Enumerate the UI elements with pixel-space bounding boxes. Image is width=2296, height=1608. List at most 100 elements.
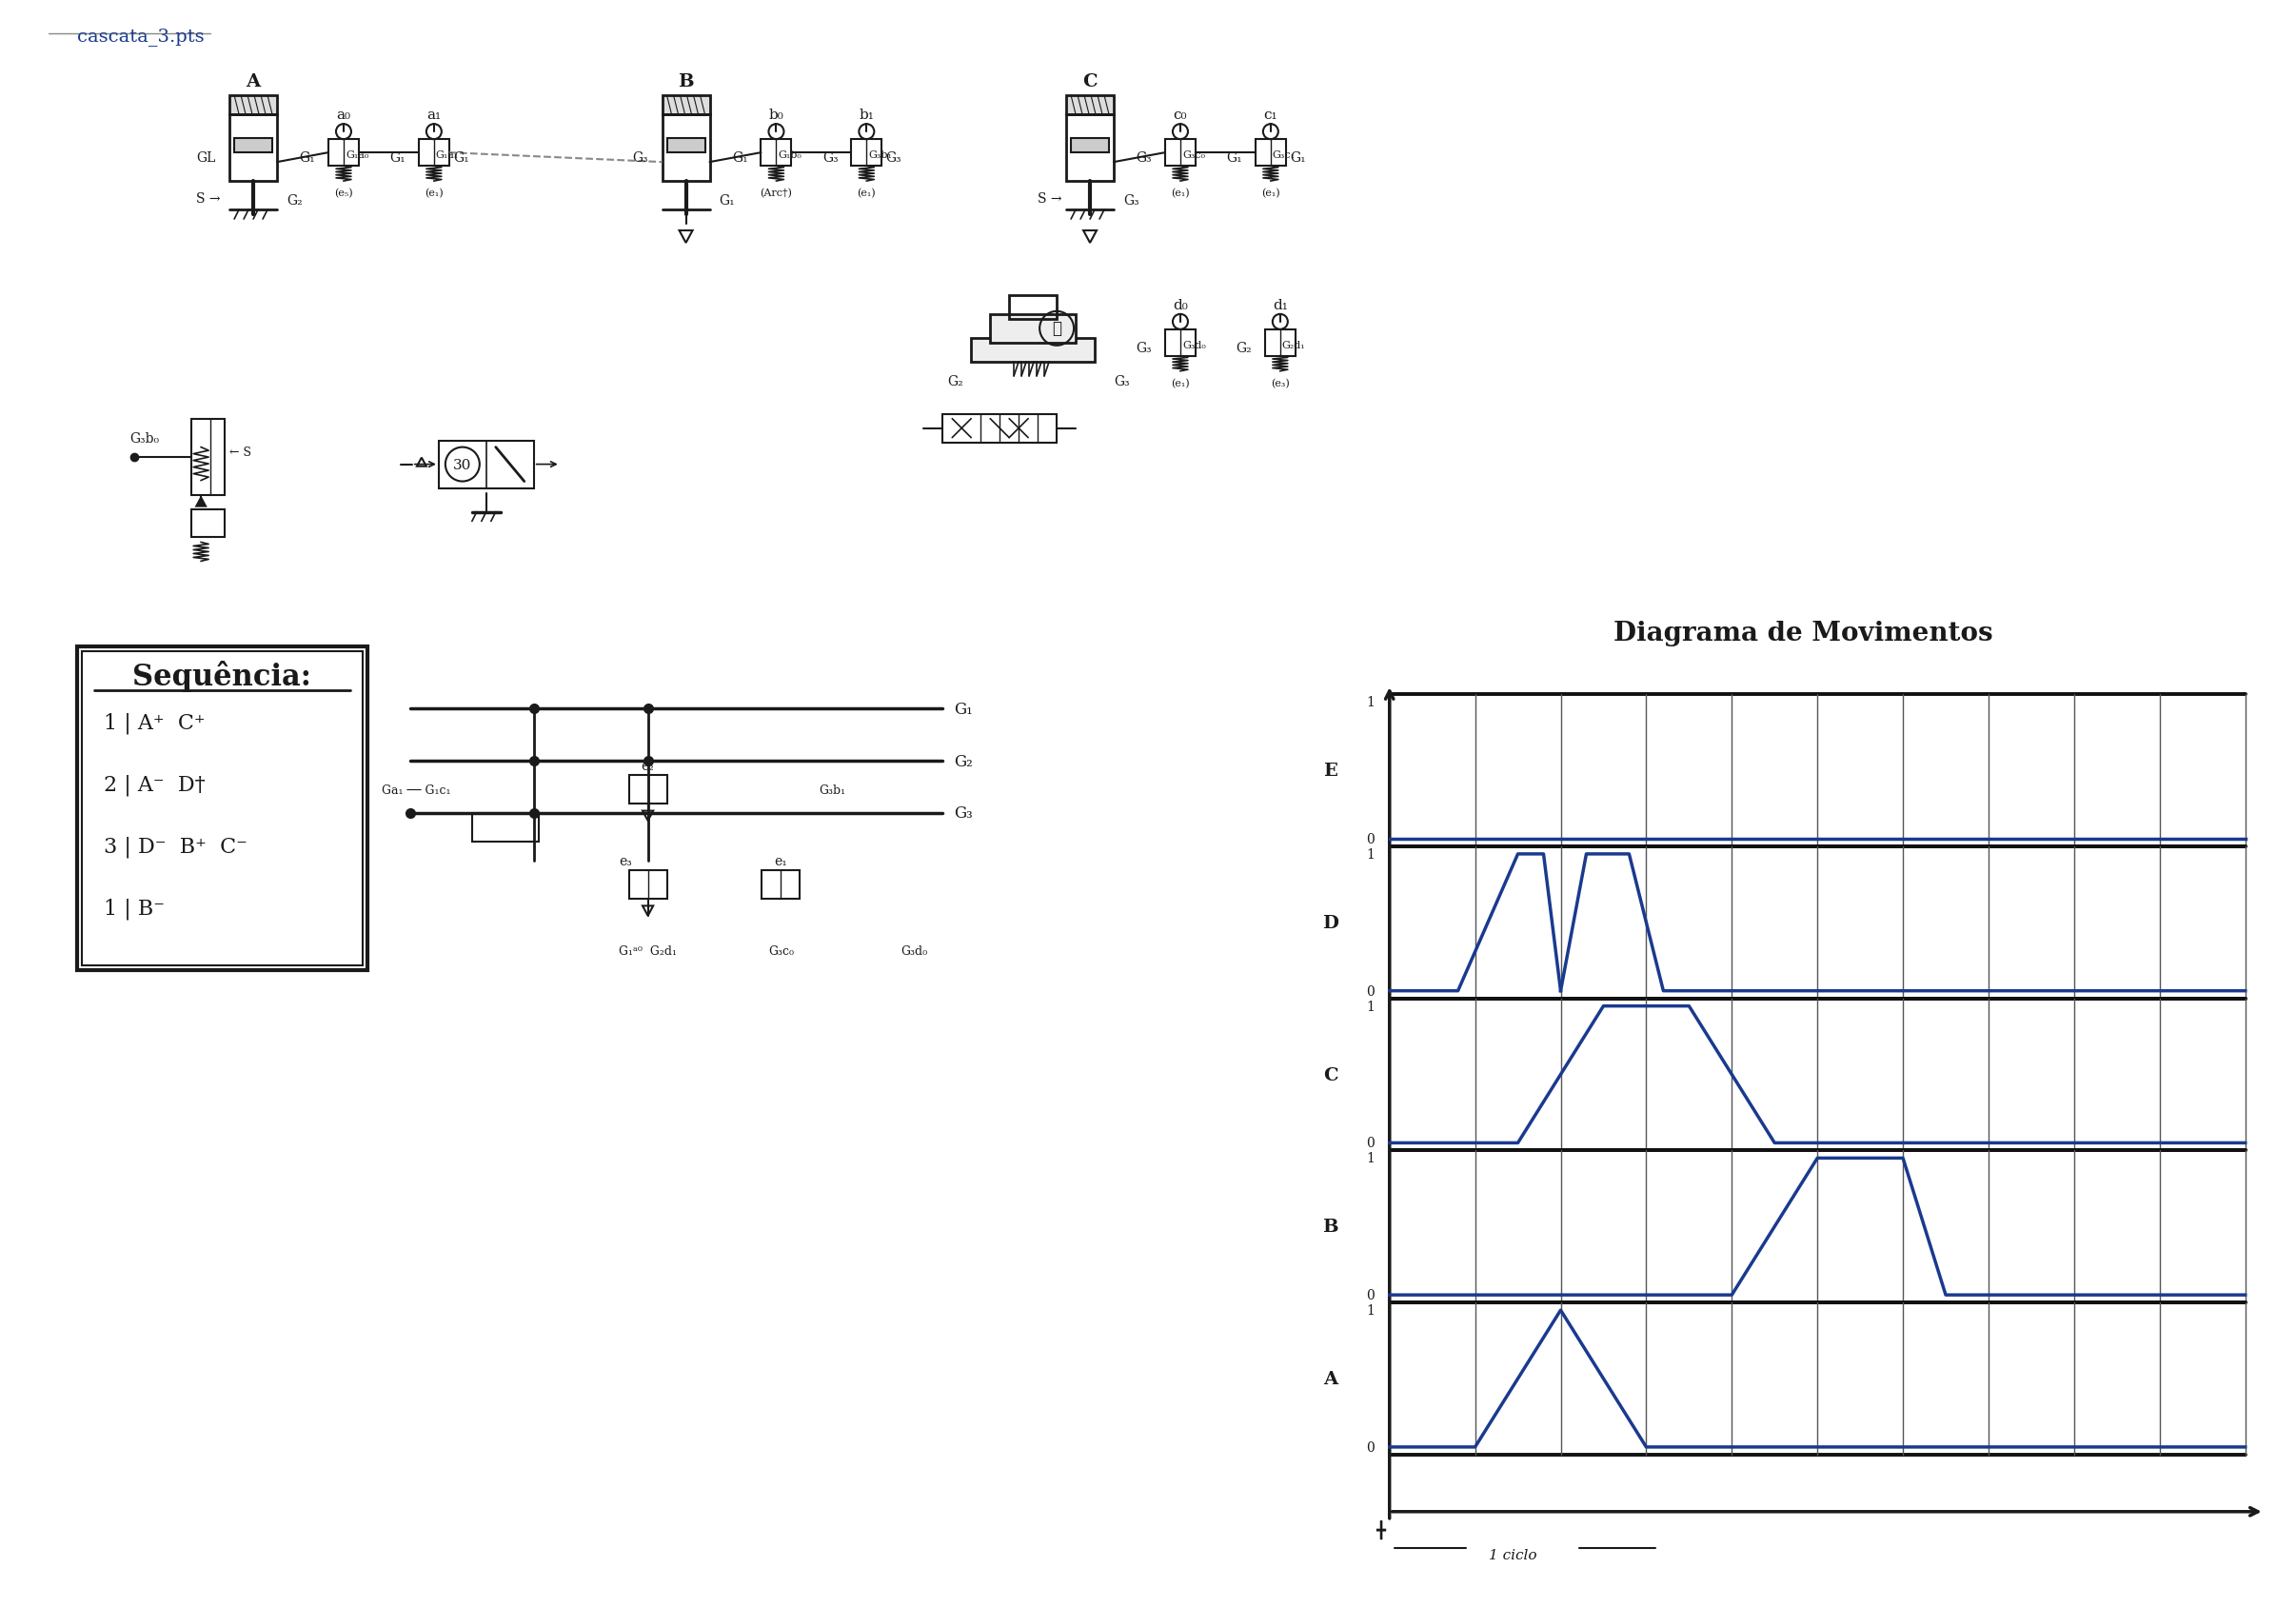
Text: G₁: G₁ — [732, 151, 748, 164]
Bar — [1065, 116, 1114, 182]
Text: G₁: G₁ — [390, 151, 406, 164]
Bar — [666, 138, 705, 153]
Bar — [1256, 140, 1286, 167]
Text: G₃: G₃ — [1123, 195, 1139, 207]
Text: G₃b₁: G₃b₁ — [820, 783, 845, 796]
Text: (e₁): (e₁) — [856, 188, 875, 198]
Text: 1: 1 — [1366, 1304, 1375, 1317]
Text: 0: 0 — [1366, 984, 1375, 999]
Text: 30: 30 — [452, 458, 471, 471]
Text: D: D — [1322, 915, 1339, 931]
Text: G₁b₀: G₁b₀ — [778, 151, 801, 159]
Bar — [990, 315, 1077, 343]
Bar — [1065, 96, 1114, 116]
Bar — [760, 140, 792, 167]
Text: G₃c₀: G₃c₀ — [1182, 151, 1205, 159]
Text: G₃c₁: G₃c₁ — [1272, 151, 1295, 159]
Text: 1: 1 — [1366, 696, 1375, 709]
Text: d₀: d₀ — [1173, 299, 1187, 312]
Text: G₃c₀: G₃c₀ — [769, 946, 794, 957]
Text: C: C — [1322, 1066, 1339, 1084]
Text: G₂d₁: G₂d₁ — [1281, 341, 1306, 351]
Bar — [439, 441, 533, 489]
Text: ← S: ← S — [230, 447, 250, 458]
Text: GL: GL — [195, 151, 216, 164]
Text: A: A — [246, 74, 259, 90]
Text: G₃: G₃ — [886, 151, 902, 164]
Text: G₂: G₂ — [955, 753, 974, 769]
Text: G₁: G₁ — [298, 151, 315, 164]
Text: 1: 1 — [1366, 847, 1375, 860]
Text: Sequência:: Sequência: — [133, 659, 312, 691]
Bar — [1164, 140, 1196, 167]
Text: B: B — [677, 74, 693, 90]
Text: 0: 0 — [1366, 1137, 1375, 1150]
Bar — [473, 814, 540, 843]
Text: (Arc†): (Arc†) — [760, 188, 792, 198]
Text: G₁: G₁ — [1226, 151, 1242, 164]
Bar — [1265, 330, 1295, 357]
Text: (e₃): (e₃) — [1270, 378, 1290, 388]
Bar — [852, 140, 882, 167]
Bar — [418, 140, 450, 167]
Bar — [1164, 330, 1196, 357]
Bar — [78, 648, 367, 970]
Text: G₁: G₁ — [955, 701, 974, 717]
Text: G₁a₁: G₁a₁ — [436, 151, 459, 159]
Text: (e₁): (e₁) — [1261, 188, 1279, 198]
Text: e₁: e₁ — [774, 854, 788, 868]
Text: G₁: G₁ — [719, 195, 735, 207]
Text: G₁a₀: G₁a₀ — [344, 151, 370, 159]
Text: 1 ciclo: 1 ciclo — [1490, 1549, 1536, 1561]
Text: G₃d₀: G₃d₀ — [1182, 341, 1205, 351]
Bar — [629, 775, 666, 804]
Text: 3 | D⁻  B⁺  C⁻: 3 | D⁻ B⁺ C⁻ — [103, 836, 248, 857]
Text: S →: S → — [1038, 193, 1063, 206]
Text: b₁: b₁ — [859, 109, 875, 122]
Text: G₃: G₃ — [631, 151, 647, 164]
Bar — [191, 420, 225, 495]
Text: c₁: c₁ — [1263, 109, 1277, 122]
Text: 1 | B⁻: 1 | B⁻ — [103, 897, 165, 920]
Polygon shape — [197, 498, 207, 507]
Text: B: B — [1322, 1219, 1339, 1235]
Text: S →: S → — [195, 193, 220, 206]
Text: 1: 1 — [1366, 1151, 1375, 1164]
Bar — [629, 870, 666, 899]
Text: (e₅): (e₅) — [335, 188, 354, 198]
Text: cascata_3.pts: cascata_3.pts — [78, 27, 204, 47]
Text: 2 | A⁻  D†: 2 | A⁻ D† — [103, 775, 207, 796]
Bar — [762, 870, 799, 899]
Text: b₀: b₀ — [769, 109, 783, 122]
Text: e₂: e₂ — [641, 759, 654, 773]
Text: c₀: c₀ — [1173, 109, 1187, 122]
Text: G₂: G₂ — [287, 195, 303, 207]
Text: (e₁): (e₁) — [425, 188, 443, 198]
Text: ╋: ╋ — [1375, 1520, 1384, 1539]
Text: G₂: G₂ — [948, 375, 964, 388]
Text: d₁: d₁ — [1272, 299, 1288, 312]
Text: G₃d₀: G₃d₀ — [900, 946, 928, 957]
Bar — [944, 415, 1056, 444]
Text: A: A — [1322, 1370, 1339, 1388]
Text: G₃: G₃ — [955, 806, 974, 822]
Bar — [230, 116, 278, 182]
Bar — [1070, 138, 1109, 153]
Bar — [971, 339, 1095, 362]
Bar — [1010, 296, 1056, 320]
Text: Diagrama de Movimentos: Diagrama de Movimentos — [1614, 621, 1993, 646]
Text: 1: 1 — [1366, 1000, 1375, 1013]
Text: G₂: G₂ — [1235, 341, 1251, 355]
Bar — [328, 140, 358, 167]
Text: 1 | A⁺  C⁺: 1 | A⁺ C⁺ — [103, 712, 207, 733]
Text: 0: 0 — [1366, 1288, 1375, 1302]
Bar — [234, 138, 273, 153]
Text: e₃: e₃ — [620, 854, 631, 868]
Text: a₁: a₁ — [427, 109, 441, 122]
Text: a₀: a₀ — [338, 109, 351, 122]
Text: Ga₁ ── G₁c₁: Ga₁ ── G₁c₁ — [381, 783, 450, 796]
Text: 0: 0 — [1366, 1441, 1375, 1454]
Bar — [661, 116, 709, 182]
Text: G₁: G₁ — [452, 151, 468, 164]
Bar — [191, 510, 225, 539]
